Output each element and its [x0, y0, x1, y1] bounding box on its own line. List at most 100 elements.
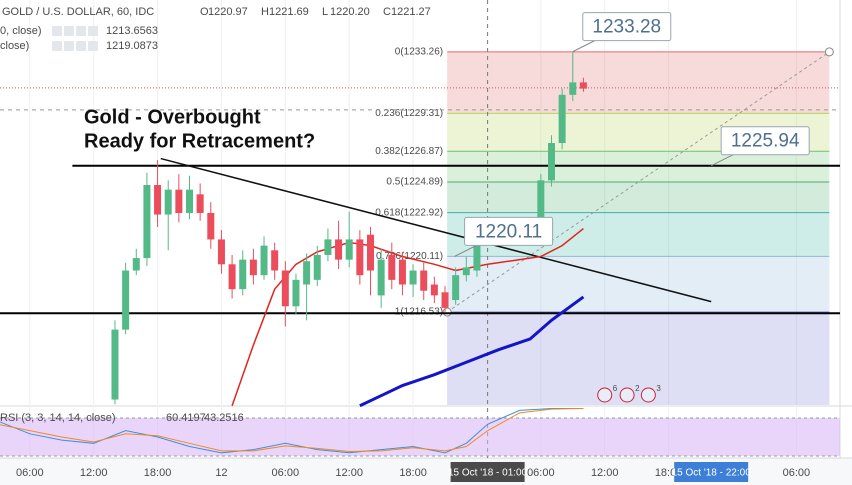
annotation: Ready for Retracement? [84, 130, 315, 152]
event-icon [597, 387, 613, 403]
fib-label: 1(1216.53) [395, 307, 443, 318]
indicator-button [76, 26, 86, 36]
x-tick-label: 06:00 [272, 467, 300, 479]
fib-label: 0.382(1226.87) [375, 146, 443, 157]
candle-body [335, 239, 343, 260]
candle-body [292, 279, 300, 307]
x-tick-label: 12:00 [591, 467, 619, 479]
ohlc-key: L [322, 6, 328, 18]
symbol: GOLD / U.S. DOLLAR, 60, IDC [2, 6, 154, 18]
candle-body [569, 82, 577, 95]
candle-body [473, 239, 481, 271]
candle-body [452, 275, 460, 301]
ohlc-value: 1221.27 [391, 6, 431, 18]
fib-label: 0.5(1224.89) [386, 177, 443, 188]
ohlc-value: 1220.97 [208, 6, 248, 18]
candle-body [217, 239, 225, 265]
callout-pointer [572, 39, 597, 53]
candle-body [537, 180, 545, 231]
candle-body [228, 264, 236, 290]
callout-label: 1233.28 [592, 17, 661, 38]
callout-label: 1220.11 [475, 221, 542, 242]
candle-body [186, 189, 194, 213]
ohlc-value: 1220.20 [330, 6, 370, 18]
candle-body [143, 185, 151, 259]
ohlc-key: H [261, 6, 269, 18]
annotation: Gold - Overbought [84, 106, 261, 128]
rsi-name: RSI (3, 3, 14, 14, close) [0, 412, 116, 424]
candle-body [196, 194, 204, 213]
indicator-value: 1213.6563 [106, 25, 158, 37]
event-count: 3 [656, 384, 661, 393]
event-icon [619, 387, 635, 403]
fib-band [447, 182, 830, 213]
candle-body [547, 143, 555, 181]
callout-box [464, 216, 554, 246]
rsi-value: 60.4197 [166, 412, 206, 424]
indicator-button [64, 26, 74, 36]
callout-pointer [710, 153, 736, 167]
fib-label: 0.786(1220.11) [376, 251, 443, 262]
callout-label: 1225.94 [731, 131, 800, 152]
candle-body [462, 267, 470, 276]
candle-body [388, 254, 396, 280]
callout-pointer [454, 243, 479, 257]
candle-body [420, 270, 428, 291]
fib-band [447, 256, 830, 313]
x-tick-label: 12 [215, 467, 227, 479]
fib-trend [446, 51, 830, 313]
x-tick-label: 12:00 [80, 467, 108, 479]
rsi-band [0, 417, 840, 456]
candle-body [441, 292, 449, 308]
callout-box [582, 12, 672, 42]
ohlc-key: C [383, 6, 391, 18]
candle-body [398, 259, 406, 285]
candle-body [164, 189, 172, 215]
candle-body [132, 258, 140, 271]
moving-average [359, 295, 585, 408]
x-marker-label: 15 Oct '18 - 22:00 [672, 468, 752, 479]
rsi-line [0, 407, 584, 453]
candle-body [239, 259, 247, 290]
fib-label: 0.236(1229.31) [375, 108, 443, 119]
candle-body [579, 82, 587, 89]
candle-body [281, 270, 289, 307]
candle-body [207, 212, 215, 240]
candle-body [122, 270, 130, 330]
indicator-button [88, 41, 98, 51]
candle-body [154, 185, 162, 215]
ohlc-key: O [200, 6, 209, 18]
candle-body [345, 239, 353, 260]
ohlc-value: 1221.69 [269, 6, 309, 18]
candle-body [558, 94, 566, 144]
fib-handle [442, 307, 452, 317]
rsi-line [0, 407, 584, 454]
candle-body [366, 234, 374, 271]
candle-body [430, 284, 438, 296]
rsi-value: 43.2516 [204, 412, 244, 424]
indicator-button [52, 41, 62, 51]
candle-body [356, 239, 364, 276]
fib-band [447, 51, 830, 114]
x-marker-box [674, 462, 749, 482]
candle-body [313, 254, 321, 280]
indicator-button [64, 41, 74, 51]
fib-label: 0(1233.26) [395, 47, 443, 58]
candle-body [111, 329, 119, 400]
indicator-button [76, 41, 86, 51]
x-tick-label: 18:00 [399, 467, 427, 479]
candle-body [409, 270, 417, 285]
candle-body [303, 261, 311, 285]
indicator-value: 1219.0873 [106, 40, 158, 52]
candle-body [260, 245, 268, 276]
x-tick-label: 06:00 [527, 467, 555, 479]
callout-box [720, 126, 810, 156]
trendline [160, 157, 712, 303]
x-marker-box [450, 462, 525, 482]
x-tick-label: 06:00 [783, 467, 811, 479]
event-count: 2 [635, 384, 640, 393]
x-tick-label: 18:00 [144, 467, 172, 479]
indicator-button [88, 26, 98, 36]
